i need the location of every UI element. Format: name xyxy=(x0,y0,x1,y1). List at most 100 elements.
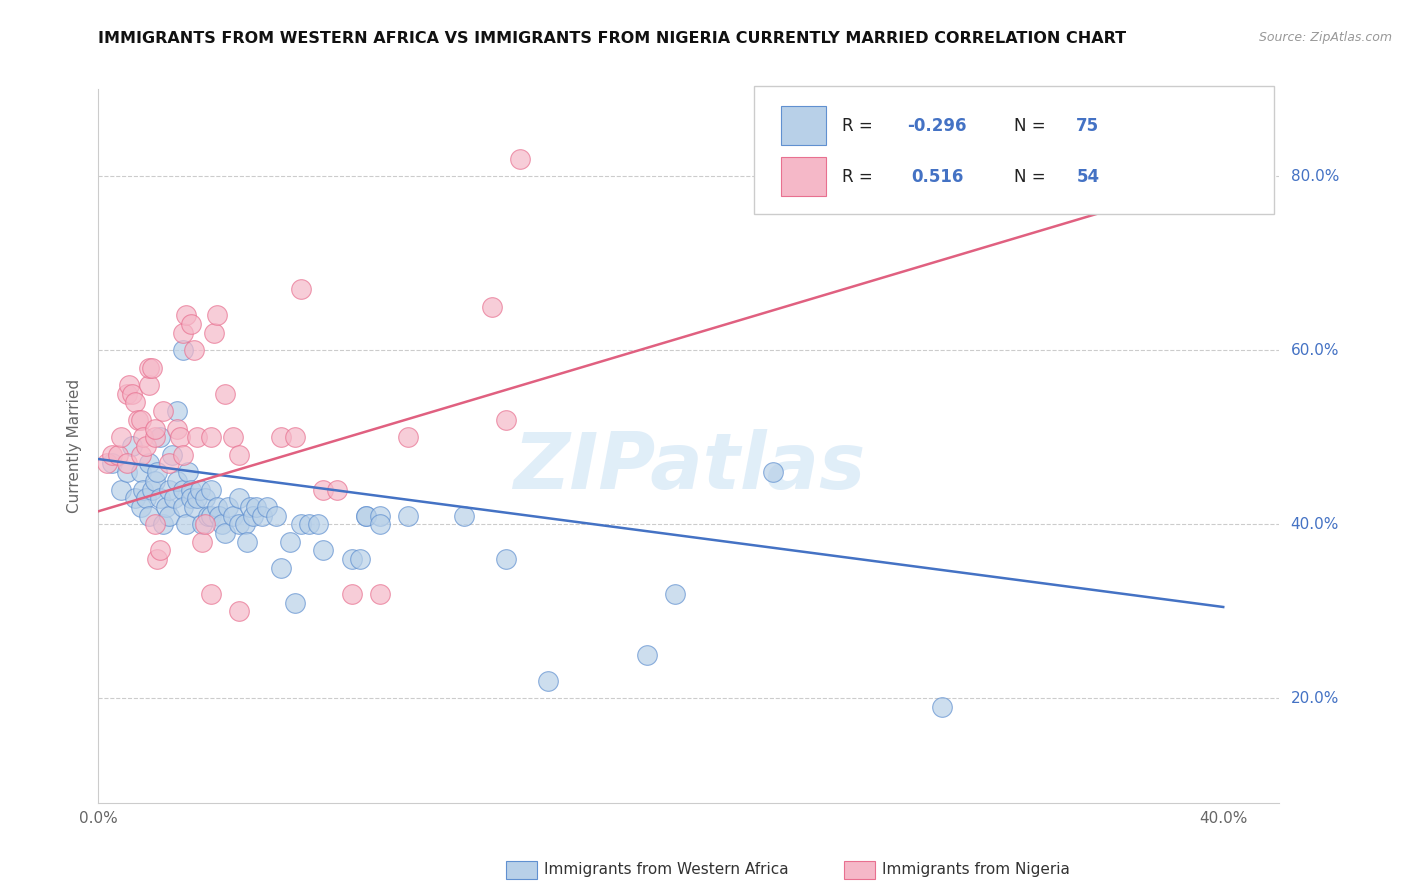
Point xyxy=(143,517,166,532)
Point xyxy=(149,543,172,558)
Text: ZIPatlas: ZIPatlas xyxy=(513,429,865,506)
Point xyxy=(96,457,118,471)
Point xyxy=(115,386,138,401)
Point xyxy=(149,491,172,506)
Point xyxy=(664,587,686,601)
Point xyxy=(211,517,233,532)
Point xyxy=(368,508,391,523)
Point xyxy=(138,457,160,471)
Point xyxy=(217,500,239,514)
Point xyxy=(636,648,658,662)
Point xyxy=(110,483,132,497)
Point xyxy=(121,439,143,453)
Text: 20.0%: 20.0% xyxy=(1291,691,1339,706)
Point xyxy=(349,552,371,566)
Point xyxy=(188,483,211,497)
Point xyxy=(180,317,202,331)
Point xyxy=(762,465,785,479)
Text: N =: N = xyxy=(1014,168,1050,186)
Point xyxy=(186,491,208,506)
Point xyxy=(205,309,228,323)
Point xyxy=(228,517,250,532)
Point xyxy=(135,491,157,506)
Point xyxy=(149,430,172,444)
Text: 75: 75 xyxy=(1077,117,1099,135)
Point xyxy=(166,421,188,435)
Point xyxy=(278,534,301,549)
Point xyxy=(228,491,250,506)
Point xyxy=(166,474,188,488)
Point xyxy=(183,500,205,514)
Point xyxy=(172,326,194,340)
Point xyxy=(146,552,169,566)
Text: 80.0%: 80.0% xyxy=(1291,169,1339,184)
Point xyxy=(270,561,292,575)
Point xyxy=(368,587,391,601)
Text: R =: R = xyxy=(842,168,884,186)
Point xyxy=(200,430,222,444)
Point xyxy=(290,517,312,532)
Point xyxy=(495,413,517,427)
Point xyxy=(264,508,287,523)
Text: 40.0%: 40.0% xyxy=(1291,516,1339,532)
Point xyxy=(129,500,152,514)
Point xyxy=(205,500,228,514)
Point xyxy=(200,483,222,497)
Point xyxy=(233,517,256,532)
Point xyxy=(152,404,174,418)
Text: 0.516: 0.516 xyxy=(911,168,963,186)
Point xyxy=(138,360,160,375)
Point xyxy=(172,448,194,462)
Point xyxy=(143,474,166,488)
Point xyxy=(143,430,166,444)
Point xyxy=(183,343,205,358)
Point xyxy=(141,360,163,375)
Point xyxy=(157,457,180,471)
Point xyxy=(312,543,335,558)
Point xyxy=(194,517,217,532)
Point xyxy=(166,404,188,418)
Point xyxy=(290,282,312,296)
Point xyxy=(200,508,222,523)
Point xyxy=(202,326,225,340)
Point xyxy=(931,169,953,184)
Point xyxy=(242,508,264,523)
Point xyxy=(101,457,124,471)
Point xyxy=(191,534,214,549)
Point xyxy=(284,430,307,444)
Point xyxy=(172,483,194,497)
Point xyxy=(186,430,208,444)
Text: Immigrants from Nigeria: Immigrants from Nigeria xyxy=(882,863,1070,877)
Point xyxy=(157,483,180,497)
Point xyxy=(118,378,141,392)
Point xyxy=(127,413,149,427)
Point xyxy=(326,483,349,497)
Point xyxy=(396,508,419,523)
Point xyxy=(172,500,194,514)
Point xyxy=(250,508,273,523)
Y-axis label: Currently Married: Currently Married xyxy=(67,379,83,513)
Point xyxy=(141,483,163,497)
Point xyxy=(208,508,231,523)
Point xyxy=(537,673,560,688)
Point xyxy=(129,413,152,427)
Point xyxy=(194,491,217,506)
Text: 54: 54 xyxy=(1077,168,1099,186)
Point xyxy=(298,517,321,532)
FancyBboxPatch shape xyxy=(782,106,825,145)
Point xyxy=(146,465,169,479)
Point xyxy=(121,386,143,401)
Point xyxy=(453,508,475,523)
Point xyxy=(270,430,292,444)
Point xyxy=(124,491,146,506)
FancyBboxPatch shape xyxy=(782,157,825,196)
Point xyxy=(124,395,146,409)
Point xyxy=(177,465,200,479)
Point xyxy=(152,517,174,532)
Text: 60.0%: 60.0% xyxy=(1291,343,1339,358)
Point xyxy=(169,430,191,444)
Text: IMMIGRANTS FROM WESTERN AFRICA VS IMMIGRANTS FROM NIGERIA CURRENTLY MARRIED CORR: IMMIGRANTS FROM WESTERN AFRICA VS IMMIGR… xyxy=(98,31,1126,46)
Text: Source: ZipAtlas.com: Source: ZipAtlas.com xyxy=(1258,31,1392,45)
Point xyxy=(180,483,202,497)
Point xyxy=(222,430,245,444)
